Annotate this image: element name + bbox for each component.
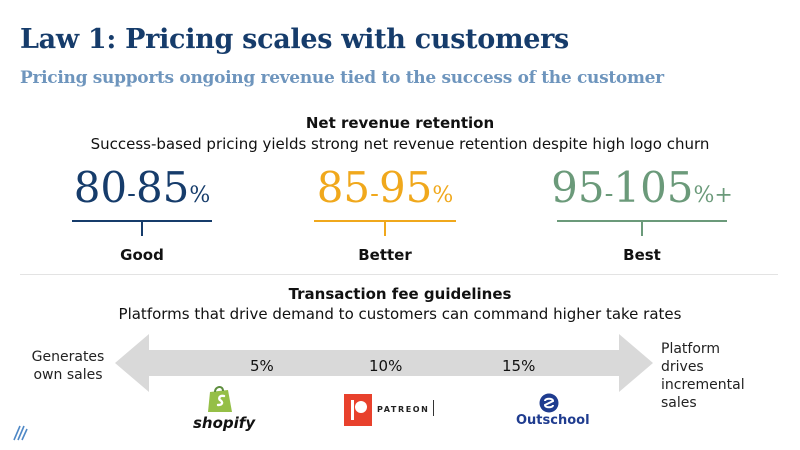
rate-low: 5%: [250, 357, 274, 375]
metric-best-value: 95-105%+: [551, 163, 733, 212]
patreon-icon: [344, 394, 372, 426]
metric-good: 80-85% Good: [32, 164, 252, 264]
metric-best-tick: [641, 222, 643, 236]
page-title: Law 1: Pricing scales with customers: [20, 24, 569, 55]
metric-best: 95-105%+ Best: [532, 163, 752, 265]
patreon-logo-text: PATREON: [377, 405, 430, 414]
page-subtitle: Pricing supports ongoing revenue tied to…: [20, 68, 664, 88]
metric-good-label: Good: [120, 246, 164, 264]
shopify-bag-icon: [208, 386, 232, 412]
metric-better: 85-95% Better: [275, 164, 495, 264]
metric-better-label: Better: [358, 246, 412, 264]
take-rate-arrow: [115, 334, 653, 392]
metric-good-value: 80-85%: [73, 163, 211, 212]
right-end-label: Platform drives incremental sales: [661, 341, 745, 411]
section-divider: [20, 274, 778, 275]
patreon-divider: [433, 400, 434, 416]
metric-best-label: Best: [623, 246, 661, 264]
left-end-label: Generates own sales: [31, 349, 105, 383]
outschool-logo-text: Outschool: [516, 413, 590, 428]
metric-better-tick: [384, 222, 386, 236]
metric-good-underline: [72, 220, 212, 222]
metric-best-underline: [557, 220, 727, 222]
metric-good-tick: [141, 222, 143, 236]
outschool-icon: [539, 393, 559, 413]
fees-subtitle: Platforms that drive demand to customers…: [118, 305, 682, 323]
rate-high: 15%: [502, 357, 536, 375]
shopify-logo-text: shopify: [193, 414, 256, 432]
fees-title: Transaction fee guidelines: [288, 285, 512, 303]
brand-mark-icon: [13, 425, 28, 441]
nrr-subtitle: Success-based pricing yields strong net …: [90, 135, 710, 153]
metric-better-underline: [314, 220, 456, 222]
nrr-title: Net revenue retention: [305, 114, 495, 132]
metric-better-value: 85-95%: [316, 163, 454, 212]
rate-mid: 10%: [369, 357, 403, 375]
